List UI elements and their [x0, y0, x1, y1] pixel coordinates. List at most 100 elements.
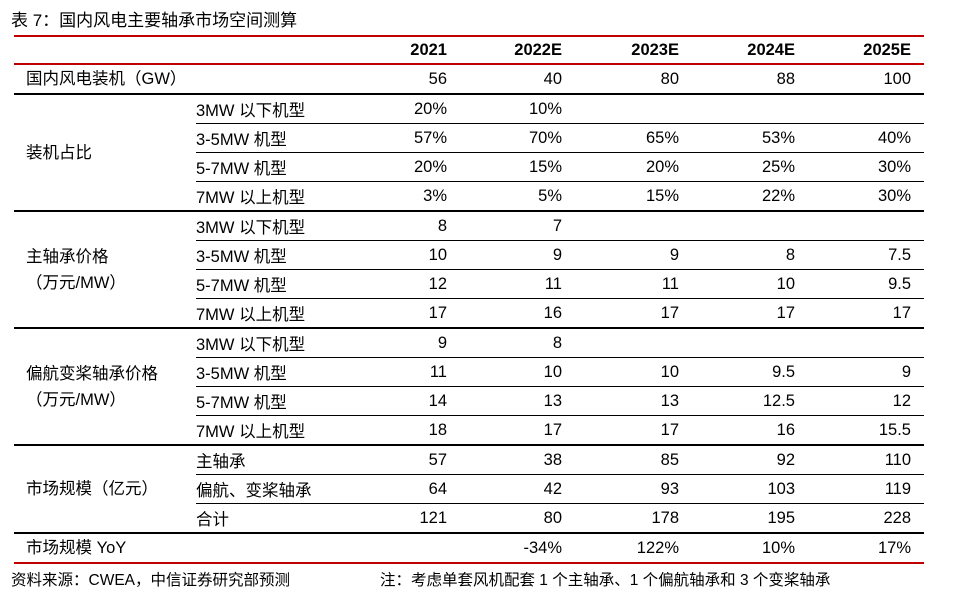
table-cell: 17 — [562, 298, 679, 329]
table-cell: 10 — [679, 269, 795, 299]
table-cell: 12.5 — [679, 386, 795, 416]
table-cell: 9 — [447, 240, 562, 270]
table-cell: 15% — [562, 181, 679, 212]
table-cell: 11 — [332, 357, 447, 387]
table-cell: 16 — [679, 415, 795, 446]
table-cell: 70% — [447, 123, 562, 153]
row-label: 国内风电装机（GW） — [14, 64, 332, 95]
table-cell: 17% — [795, 533, 924, 564]
table-cell: 11 — [562, 269, 679, 299]
table-cell: 17 — [562, 415, 679, 446]
table-row: 3-5MW 机型 11 10 10 9.5 9 — [14, 357, 924, 387]
table-cell — [679, 94, 795, 124]
table-cell: 8 — [332, 211, 447, 241]
table-row: 3-5MW 机型 57% 70% 65% 53% 40% — [14, 123, 924, 153]
table-row: 市场规模 YoY -34% 122% 10% 17% — [14, 533, 924, 564]
group-label-line: （万元/MW） — [26, 390, 126, 409]
group-label-line: 主轴承价格 — [26, 247, 109, 266]
table-cell: 80 — [562, 64, 679, 95]
col-header: 2023E — [562, 35, 679, 65]
table-cell: 15.5 — [795, 415, 924, 446]
sub-label: 3-5MW 机型 — [196, 357, 332, 387]
table-cell: 10 — [332, 240, 447, 270]
table-cell: 40 — [447, 64, 562, 95]
table-cell: 65% — [562, 123, 679, 153]
table-title: 表 7：国内风电主要轴承市场空间测算 — [11, 11, 298, 30]
group-label: 主轴承价格 （万元/MW） — [14, 211, 196, 329]
source-note: 资料来源：CWEA，中信证券研究部预测 — [11, 572, 291, 589]
table-cell: 53% — [679, 123, 795, 153]
table-row: 7MW 以上机型 17 16 17 17 17 — [14, 298, 924, 329]
table-cell: -34% — [447, 533, 562, 564]
table-cell: 13 — [447, 386, 562, 416]
table-cell: 20% — [332, 94, 447, 124]
table-row: 5-7MW 机型 12 11 11 10 9.5 — [14, 269, 924, 299]
group-label-line: 装机占比 — [26, 143, 92, 162]
sub-label: 3-5MW 机型 — [196, 240, 332, 270]
table-cell: 12 — [332, 269, 447, 299]
table-cell: 17 — [332, 298, 447, 329]
table-row: 7MW 以上机型 18 17 17 16 15.5 — [14, 415, 924, 446]
table-cell: 7 — [447, 211, 562, 241]
sub-label: 5-7MW 机型 — [196, 269, 332, 299]
table-cell: 56 — [332, 64, 447, 95]
table-cell: 119 — [795, 474, 924, 504]
table-cell: 20% — [332, 152, 447, 182]
group-label: 偏航变桨轴承价格 （万元/MW） — [14, 328, 196, 446]
group-label-line: 偏航变桨轴承价格 — [26, 364, 158, 383]
sub-label: 合计 — [196, 503, 332, 534]
table-cell: 100 — [795, 64, 924, 95]
table-cell: 5% — [447, 181, 562, 212]
table-cell — [562, 211, 679, 241]
sub-label: 7MW 以上机型 — [196, 298, 332, 329]
table-cell: 17 — [679, 298, 795, 329]
sub-label: 3MW 以下机型 — [196, 328, 332, 358]
table-row: 国内风电装机（GW） 56 40 80 88 100 — [14, 64, 924, 95]
market-size-table: 2021 2022E 2023E 2024E 2025E 国内风电装机（GW） 5… — [14, 35, 924, 564]
sub-label: 3MW 以下机型 — [196, 211, 332, 241]
sub-label: 3-5MW 机型 — [196, 123, 332, 153]
table-cell: 9 — [562, 240, 679, 270]
table-row: 5-7MW 机型 14 13 13 12.5 12 — [14, 386, 924, 416]
table-cell — [679, 211, 795, 241]
table-cell: 57 — [332, 445, 447, 475]
table-row: 7MW 以上机型 3% 5% 15% 22% 30% — [14, 181, 924, 212]
table-cell: 228 — [795, 503, 924, 534]
table-cell: 121 — [332, 503, 447, 534]
table-cell — [332, 533, 447, 564]
row-label: 市场规模 YoY — [14, 533, 332, 564]
table-cell: 11 — [447, 269, 562, 299]
sub-label: 5-7MW 机型 — [196, 386, 332, 416]
sub-label: 偏航、变桨轴承 — [196, 474, 332, 504]
col-header: 2024E — [679, 35, 795, 65]
table-cell: 64 — [332, 474, 447, 504]
table-cell: 20% — [562, 152, 679, 182]
table-row: 偏航变桨轴承价格 （万元/MW） 3MW 以下机型 9 8 — [14, 328, 924, 446]
table-cell: 30% — [795, 152, 924, 182]
table-cell: 110 — [795, 445, 924, 475]
table-cell — [562, 328, 679, 358]
table-cell: 13 — [562, 386, 679, 416]
table-cell: 9 — [795, 357, 924, 387]
table-cell: 17 — [795, 298, 924, 329]
table-cell: 12 — [795, 386, 924, 416]
table-cell: 57% — [332, 123, 447, 153]
footnote: 注：考虑单套风机配套 1 个主轴承、1 个偏航轴承和 3 个变桨轴承 — [380, 572, 831, 589]
table-cell: 3% — [332, 181, 447, 212]
table-row: 装机占比 3MW 以下机型 20% 10% — [14, 94, 924, 212]
table-cell: 15% — [447, 152, 562, 182]
table-cell: 195 — [679, 503, 795, 534]
table-cell — [679, 328, 795, 358]
sub-label: 7MW 以上机型 — [196, 415, 332, 446]
table-cell: 122% — [562, 533, 679, 564]
table-cell: 8 — [679, 240, 795, 270]
table-cell: 88 — [679, 64, 795, 95]
table-row: 3-5MW 机型 10 9 9 8 7.5 — [14, 240, 924, 270]
group-label: 装机占比 — [14, 94, 196, 212]
table-cell: 14 — [332, 386, 447, 416]
col-header: 2022E — [447, 35, 562, 65]
table-cell: 17 — [447, 415, 562, 446]
group-label-line: 市场规模（亿元） — [26, 480, 158, 498]
sub-label: 5-7MW 机型 — [196, 152, 332, 182]
col-header: 2025E — [795, 35, 924, 65]
